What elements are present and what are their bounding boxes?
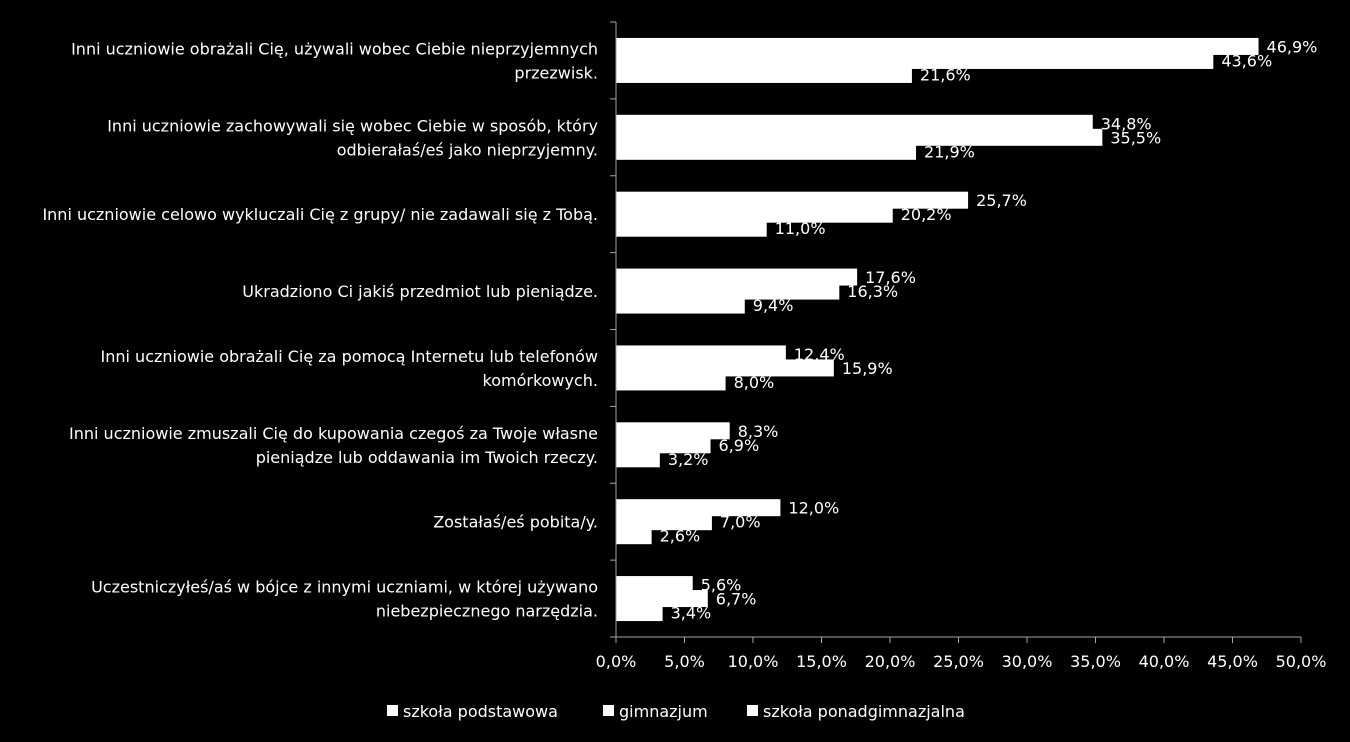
data-label: 15,9%: [842, 359, 893, 378]
bar-szkola-podstawowa: [616, 345, 786, 363]
bar-gimnazjum: [616, 51, 1214, 69]
legend: szkoła podstawowa gimnazjum szkoła ponadgi…: [387, 702, 965, 721]
bar-szkola-podstawowa: [616, 191, 969, 209]
data-label: 35,5%: [1110, 128, 1161, 147]
bar-szkola-ponadgimnazjalna: [616, 296, 745, 314]
legend-swatch: [387, 705, 398, 716]
x-tick-label: 35,0%: [1070, 652, 1121, 671]
x-tick-label: 15,0%: [796, 652, 847, 671]
category-label: Uczestniczyłeś/aś w bójce z innymi uczni…: [91, 578, 598, 621]
legend-label: szkoła podstawowa: [403, 702, 558, 721]
category-label: Inni uczniowie zmuszali Cię do kupowania…: [69, 424, 598, 467]
x-tick-label: 25,0%: [933, 652, 984, 671]
bars: [616, 37, 1259, 622]
bar-szkola-ponadgimnazjalna: [616, 373, 726, 391]
bar-szkola-ponadgimnazjalna: [616, 527, 652, 545]
bar-gimnazjum: [616, 590, 708, 608]
data-label: 25,7%: [976, 191, 1027, 210]
bar-gimnazjum: [616, 282, 840, 300]
x-tick-label: 0,0%: [596, 652, 637, 671]
bar-szkola-podstawowa: [616, 422, 730, 440]
data-label: 7,0%: [720, 513, 761, 532]
bar-szkola-podstawowa: [616, 268, 858, 286]
x-tick-label: 5,0%: [664, 652, 705, 671]
data-label: 43,6%: [1221, 51, 1272, 70]
data-label: 21,6%: [920, 65, 971, 84]
x-tick-label: 10,0%: [728, 652, 779, 671]
bar-szkola-podstawowa: [616, 114, 1093, 132]
data-label: 9,4%: [753, 296, 794, 315]
bar-szkola-podstawowa: [616, 576, 693, 594]
bar-szkola-ponadgimnazjalna: [616, 65, 912, 83]
x-tick-label: 45,0%: [1207, 652, 1258, 671]
data-label: 12,4%: [794, 345, 845, 364]
category-label: Zostałaś/eś pobita/y.: [433, 513, 598, 532]
category-label: Inni uczniowie zachowywali się wobec Cie…: [107, 116, 598, 159]
bar-szkola-podstawowa: [616, 499, 781, 517]
data-label: 16,3%: [847, 282, 898, 301]
bar-gimnazjum: [616, 359, 834, 377]
bar-gimnazjum: [616, 128, 1103, 146]
bar-szkola-ponadgimnazjalna: [616, 450, 660, 468]
data-label: 46,9%: [1267, 37, 1318, 56]
bar-szkola-ponadgimnazjalna: [616, 219, 767, 237]
data-label: 34,8%: [1101, 114, 1152, 133]
bar-gimnazjum: [616, 513, 712, 531]
bar-gimnazjum: [616, 205, 893, 223]
bar-szkola-ponadgimnazjalna: [616, 604, 663, 622]
data-label: 20,2%: [901, 205, 952, 224]
category-labels: Inni uczniowie obrażali Cię, używali wob…: [42, 39, 598, 620]
category-label: Inni uczniowie celowo wykluczali Cię z g…: [42, 205, 598, 224]
category-label: Ukradziono Ci jakiś przedmiot lub pienią…: [242, 282, 598, 301]
x-tick-label: 20,0%: [865, 652, 916, 671]
legend-swatch: [603, 705, 614, 716]
bar-gimnazjum: [616, 436, 711, 454]
data-label: 2,6%: [660, 527, 701, 546]
data-label: 3,4%: [671, 604, 712, 623]
data-label: 6,7%: [716, 590, 757, 609]
axes: [610, 21, 1301, 638]
data-label: 17,6%: [865, 268, 916, 287]
data-label: 12,0%: [788, 499, 839, 518]
x-tick-label: 30,0%: [1002, 652, 1053, 671]
legend-label: gimnazjum: [619, 702, 708, 721]
legend-swatch: [747, 705, 758, 716]
data-label: 3,2%: [668, 450, 709, 469]
category-label: Inni uczniowie obrażali Cię, używali wob…: [71, 39, 598, 82]
bar-szkola-ponadgimnazjalna: [616, 142, 917, 160]
data-label: 6,9%: [719, 436, 760, 455]
data-labels: 46,9%43,6% 21,6% 34,8%35,5% 21,9% 25,7% 20,2%…: [660, 37, 1318, 622]
data-label: 8,3%: [738, 422, 779, 441]
category-label: Inni uczniowie obrażali Cię za pomocą In…: [101, 347, 598, 390]
data-label: 5,6%: [701, 576, 742, 595]
data-label: 21,9%: [924, 142, 975, 161]
data-label: 11,0%: [775, 219, 826, 238]
legend-label: szkoła ponadgimnazjalna: [763, 702, 965, 721]
x-tick-label: 50,0%: [1276, 652, 1327, 671]
x-tick-label: 40,0%: [1139, 652, 1190, 671]
data-label: 8,0%: [734, 373, 775, 392]
bar-szkola-podstawowa: [616, 37, 1259, 55]
x-axis-ticks: 0,0% 5,0% 10,0% 15,0% 20,0% 25,0% 30,0% 35,0% 40…: [596, 637, 1327, 671]
